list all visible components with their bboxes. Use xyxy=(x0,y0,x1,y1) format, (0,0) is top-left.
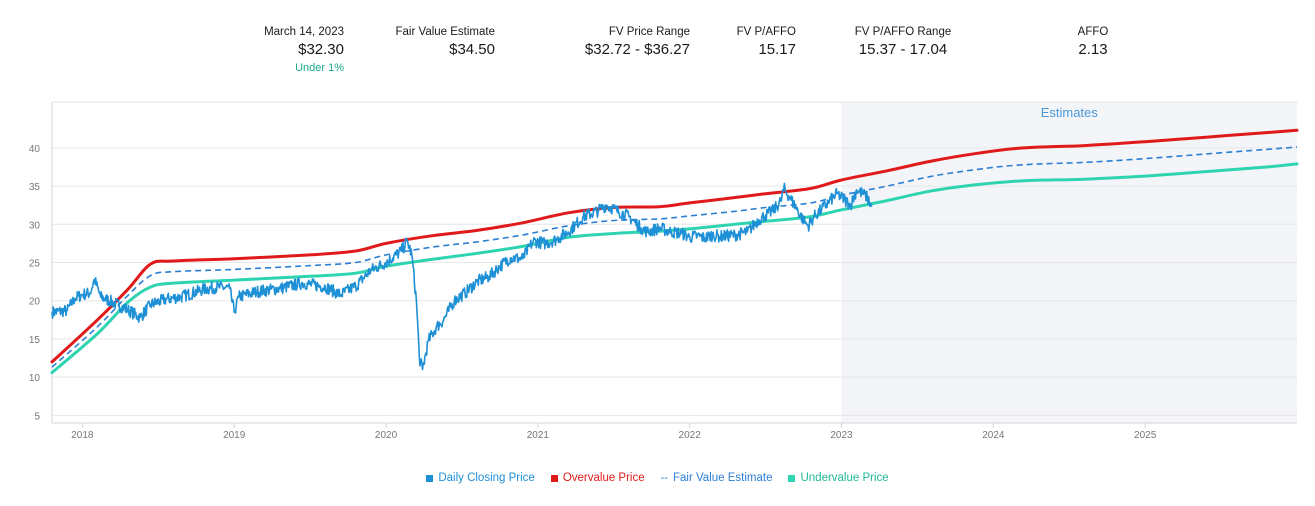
y-tick-label: 25 xyxy=(29,259,41,270)
y-tick-label: 5 xyxy=(34,411,40,422)
estimates-label: Estimates xyxy=(1041,105,1099,120)
legend-swatch-overvalue xyxy=(550,474,558,482)
x-tick-label: 2019 xyxy=(223,430,246,441)
metric-pffo: FV P/AFFO 15.17 xyxy=(716,26,796,58)
x-tick-label: 2024 xyxy=(982,430,1005,441)
series-line-overvalue xyxy=(50,128,1299,364)
legend-swatch-price xyxy=(426,474,434,482)
legend-item-price[interactable]: Daily Closing Price xyxy=(426,472,535,484)
metric-pffo-range: FV P/AFFO Range 15.37 - 17.04 xyxy=(843,26,963,58)
legend-label-overvalue: Overvalue Price xyxy=(562,472,645,484)
legend-item-overvalue[interactable]: Overvalue Price xyxy=(550,472,645,484)
legend-label-price: Daily Closing Price xyxy=(438,472,535,484)
closing-price-value: $32.30 xyxy=(298,41,344,58)
date-label: March 14, 2023 xyxy=(264,26,344,38)
legend-label-undervalue: Undervalue Price xyxy=(800,472,889,484)
y-tick-label: 30 xyxy=(29,220,41,231)
legend-item-fair-value[interactable]: -- Fair Value Estimate xyxy=(661,472,773,484)
legend-item-undervalue[interactable]: Undervalue Price xyxy=(788,472,889,484)
series-line-fair xyxy=(51,146,1298,368)
y-tick-label: 40 xyxy=(29,144,41,155)
legend-swatch-fair-value: -- xyxy=(660,472,668,484)
fair-value-label: Fair Value Estimate xyxy=(395,26,496,38)
x-tick-label: 2018 xyxy=(71,430,94,441)
chart-legend: Daily Closing Price Overvalue Price -- F… xyxy=(0,472,1315,484)
affo-label: AFFO xyxy=(1077,26,1109,38)
fv-range-value: $32.72 - $36.27 xyxy=(584,41,690,58)
valuation-status: Under 1% xyxy=(295,62,344,74)
metric-fair-value: Fair Value Estimate $34.50 xyxy=(375,26,496,58)
metric-affo: AFFO 2.13 xyxy=(1058,26,1128,58)
legend-swatch-undervalue xyxy=(788,474,796,482)
series-line-price xyxy=(51,182,873,371)
fair-value-value: $34.50 xyxy=(449,41,495,58)
y-tick-label: 35 xyxy=(29,182,41,193)
fv-range-label: FV Price Range xyxy=(608,26,690,38)
pffo-value: 15.17 xyxy=(758,41,796,58)
x-tick-label: 2021 xyxy=(527,430,550,441)
metric-date: March 14, 2023 $32.30 Under 1% xyxy=(244,26,344,74)
legend-label-fair-value: Fair Value Estimate xyxy=(672,472,773,484)
pffo-range-value: 15.37 - 17.04 xyxy=(858,41,948,58)
y-tick-label: 20 xyxy=(29,297,41,308)
pffo-label: FV P/AFFO xyxy=(736,26,796,38)
x-tick-label: 2020 xyxy=(375,430,398,441)
y-tick-label: 10 xyxy=(29,373,41,384)
y-tick-label: 15 xyxy=(29,335,41,346)
affo-value: 2.13 xyxy=(1078,41,1108,58)
x-tick-label: 2023 xyxy=(830,430,853,441)
x-tick-label: 2025 xyxy=(1134,430,1157,441)
x-tick-label: 2022 xyxy=(679,430,702,441)
metric-fv-range: FV Price Range $32.72 - $36.27 xyxy=(560,26,690,58)
pffo-range-label: FV P/AFFO Range xyxy=(854,26,952,38)
